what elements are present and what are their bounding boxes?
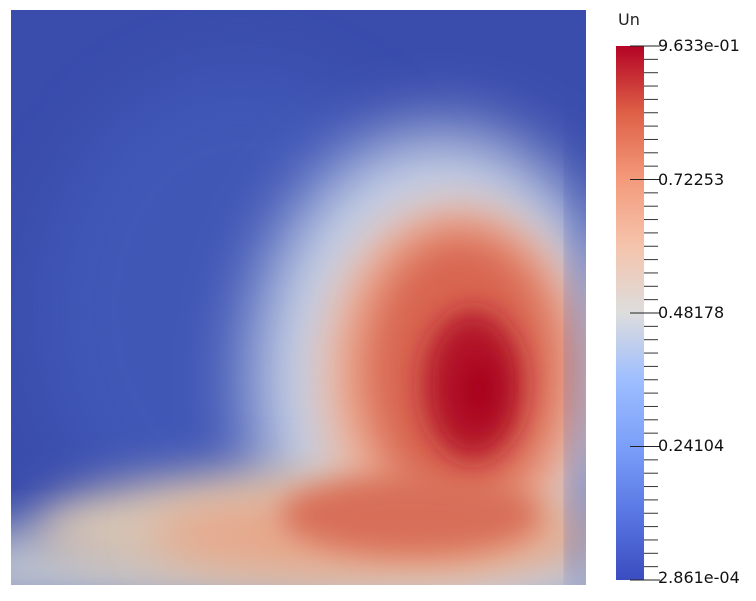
colorbar-title: Un bbox=[618, 10, 640, 29]
colorbar-tick-label: 0.24104 bbox=[658, 436, 725, 456]
colorbar-minor-ticks bbox=[644, 45, 658, 581]
scalar-field-plot bbox=[11, 10, 586, 585]
colorbar-major-ticks bbox=[630, 45, 660, 581]
colorbar-min-label: 2.861e-04 bbox=[658, 568, 740, 587]
colorbar-max-label: 9.633e-01 bbox=[658, 36, 740, 55]
colorbar-legend: Un 9.633e-01 0.72253 0.48178 0.24104 2.8… bbox=[588, 0, 756, 601]
colorbar-graphic bbox=[616, 45, 660, 581]
colorbar-tick-label: 0.48178 bbox=[658, 303, 725, 322]
colorbar-tick-label: 0.72253 bbox=[658, 169, 725, 189]
